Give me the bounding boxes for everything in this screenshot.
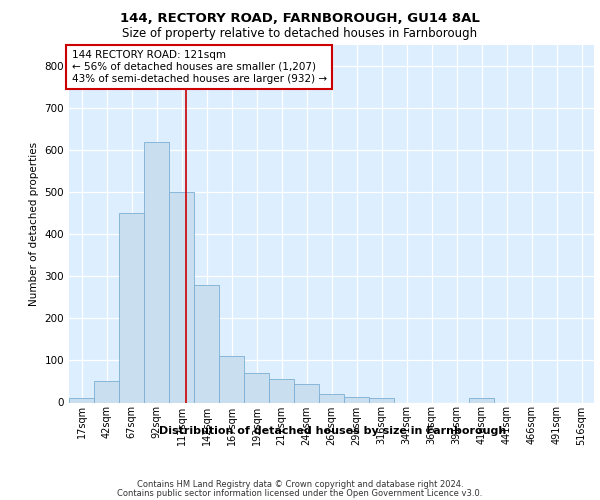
Bar (219, 356, 244, 403)
Text: 144 RECTORY ROAD: 121sqm
← 56% of detached houses are smaller (1,207)
43% of sem: 144 RECTORY ROAD: 121sqm ← 56% of detach… (71, 50, 327, 84)
Bar (319, 394, 344, 402)
Bar (244, 373, 269, 402)
Text: Contains HM Land Registry data © Crown copyright and database right 2024.: Contains HM Land Registry data © Crown c… (137, 480, 463, 489)
Bar (469, 398, 494, 402)
Bar (344, 398, 369, 402)
Bar (119, 213, 144, 402)
Bar (194, 284, 219, 403)
Bar (144, 142, 169, 402)
Text: Contains public sector information licensed under the Open Government Licence v3: Contains public sector information licen… (118, 488, 482, 498)
Bar (69, 398, 94, 402)
Bar (94, 382, 119, 402)
Text: Size of property relative to detached houses in Farnborough: Size of property relative to detached ho… (122, 28, 478, 40)
Bar (369, 398, 394, 402)
Y-axis label: Number of detached properties: Number of detached properties (29, 142, 39, 306)
Text: Distribution of detached houses by size in Farnborough: Distribution of detached houses by size … (160, 426, 506, 436)
Bar (294, 384, 319, 402)
Bar (169, 192, 194, 402)
Text: 144, RECTORY ROAD, FARNBOROUGH, GU14 8AL: 144, RECTORY ROAD, FARNBOROUGH, GU14 8AL (120, 12, 480, 26)
Bar (269, 380, 294, 402)
